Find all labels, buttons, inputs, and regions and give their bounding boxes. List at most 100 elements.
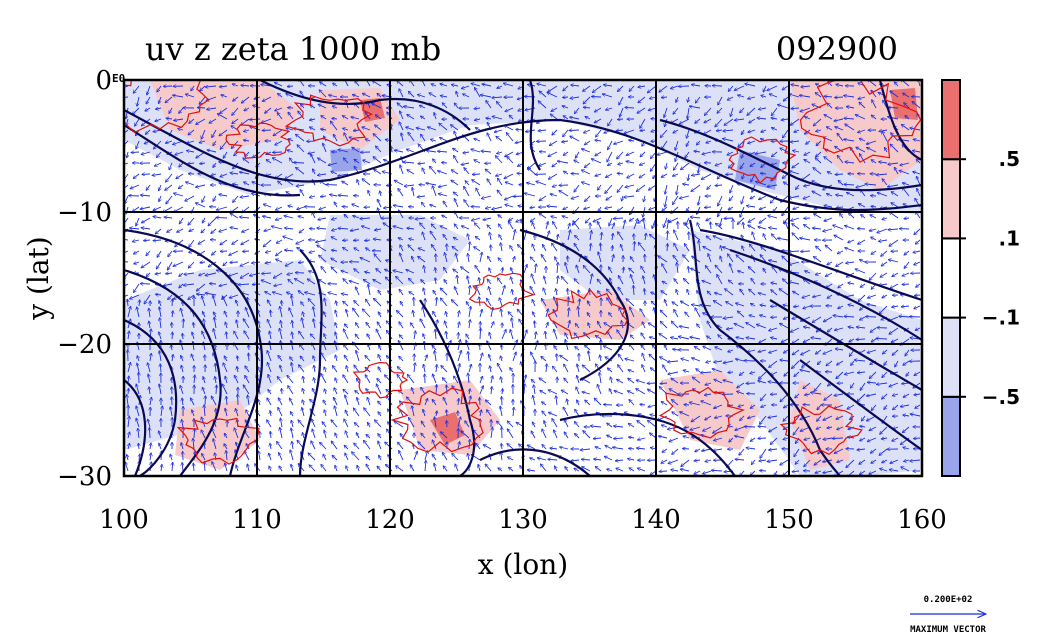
wind-vector (149, 428, 150, 439)
wind-vector (824, 96, 833, 97)
wind-vector (686, 140, 690, 146)
wind-vector (659, 471, 668, 472)
wind-vector (179, 107, 184, 113)
wind-vector (724, 218, 734, 219)
wind-vector (606, 108, 613, 110)
wind-vector (614, 140, 624, 144)
wind-vector (552, 162, 558, 167)
wind-vector (859, 102, 866, 109)
x-tick-label: 160 (897, 505, 947, 535)
wind-vector (618, 85, 624, 91)
positive-region-east2 (790, 380, 850, 470)
wind-vector (241, 118, 250, 125)
wind-vector (612, 246, 613, 252)
wind-vector (538, 130, 547, 131)
wind-vector (547, 92, 558, 98)
wind-vector (578, 290, 579, 296)
wind-vector (550, 140, 558, 146)
wind-vector (619, 96, 624, 105)
wind-vector (793, 151, 800, 153)
wind-vector (427, 151, 437, 153)
x-tick-label: 120 (365, 505, 415, 535)
wind-vector (915, 295, 921, 296)
wind-vector (453, 148, 459, 153)
wind-vector (310, 229, 316, 230)
wind-vector (878, 93, 888, 98)
wind-vector (855, 115, 866, 120)
wind-vector (608, 140, 613, 150)
wind-vector (421, 134, 426, 142)
wind-vector (685, 151, 690, 158)
wind-vector (876, 338, 888, 339)
wind-vector (197, 108, 206, 109)
wind-vector (585, 117, 591, 119)
wind-vector (871, 115, 877, 120)
wind-vector (376, 146, 382, 153)
wind-vector (791, 108, 800, 109)
wind-vector (349, 137, 360, 142)
wind-vector (847, 107, 855, 109)
wind-vector (275, 83, 283, 87)
wind-vector (637, 107, 646, 113)
wind-vector (481, 151, 492, 152)
y-tick-label: 0 (95, 66, 112, 96)
wind-vector (902, 125, 910, 131)
wind-vector (220, 107, 228, 113)
wind-vector (625, 107, 635, 108)
wind-vector (439, 123, 448, 131)
wind-vector (172, 299, 173, 307)
wind-vector (790, 118, 800, 125)
wind-vector (338, 150, 349, 153)
wind-vector (372, 81, 382, 87)
wind-vector (332, 118, 338, 119)
wind-vector (728, 372, 734, 373)
wind-vector (261, 118, 272, 123)
wind-vector (471, 149, 481, 153)
wind-vector (219, 129, 228, 136)
wind-vector (871, 90, 877, 98)
wind-vector (124, 162, 129, 165)
wind-vector (183, 319, 184, 329)
wind-vector (710, 222, 711, 230)
wind-vector (290, 158, 294, 164)
wind-vector (551, 107, 558, 111)
wind-vector (233, 96, 239, 101)
wind-vector (856, 339, 866, 340)
wind-vector (726, 174, 734, 175)
wind-vector (791, 85, 800, 87)
wind-vector (727, 96, 734, 100)
wind-vector (888, 107, 899, 108)
wind-vector (570, 117, 580, 119)
wind-vector (486, 118, 492, 119)
wind-vector (124, 85, 129, 88)
wind-vector (740, 107, 745, 113)
wind-vector (662, 140, 668, 149)
wind-vector (492, 116, 503, 120)
wind-vector (801, 86, 811, 87)
wind-vector (675, 140, 679, 150)
colorbar-label: −.1 (982, 306, 1020, 330)
wind-vector (310, 119, 316, 120)
wind-vector (221, 95, 228, 97)
wind-vector (286, 128, 294, 130)
wind-vector (397, 81, 404, 87)
wind-vector (138, 443, 139, 450)
wind-vector (794, 130, 800, 132)
wind-vector (558, 161, 569, 164)
wind-vector (539, 91, 547, 98)
wind-vector (595, 140, 602, 141)
wind-vector (157, 85, 162, 92)
wind-vector (213, 140, 217, 146)
wind-vector (273, 158, 283, 164)
wind-vector (824, 157, 833, 164)
wind-vector (497, 102, 503, 109)
wind-vector (783, 96, 789, 101)
wind-vector (895, 82, 899, 87)
wind-vector (675, 151, 679, 161)
wind-vector (147, 85, 151, 95)
wind-vector (189, 118, 195, 123)
wind-vector (716, 130, 723, 131)
wind-vector (671, 85, 679, 89)
wind-vector (261, 84, 272, 86)
